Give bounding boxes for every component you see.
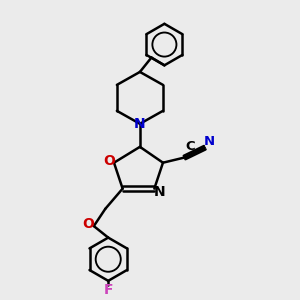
Text: C: C: [185, 140, 195, 153]
Text: N: N: [134, 117, 146, 131]
Text: N: N: [154, 184, 165, 199]
Text: O: O: [82, 217, 94, 231]
Text: N: N: [203, 135, 214, 148]
Text: F: F: [103, 283, 113, 297]
Text: O: O: [103, 154, 115, 168]
